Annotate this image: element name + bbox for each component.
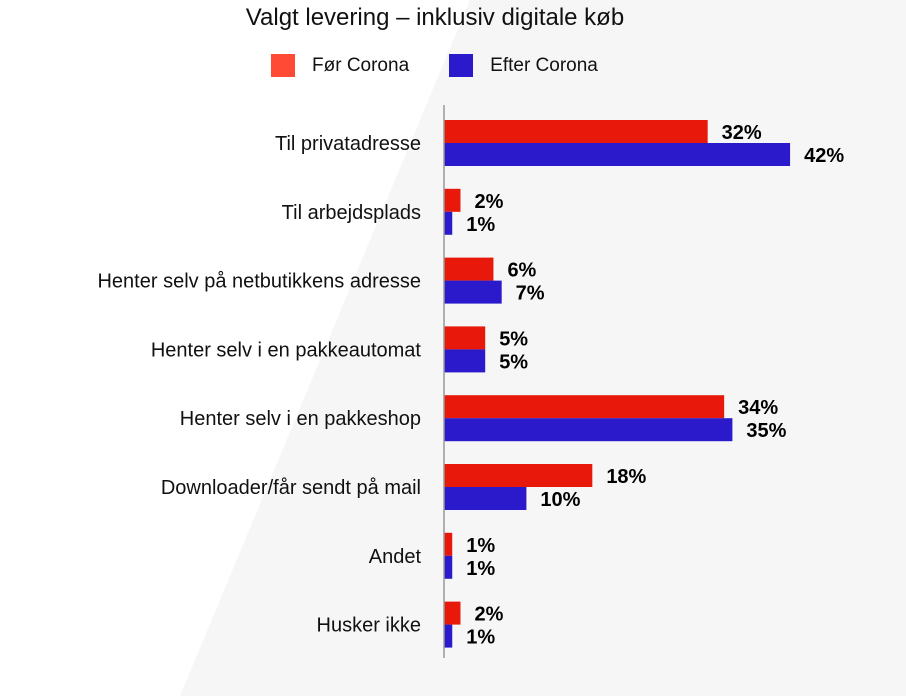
bar-after <box>444 555 453 579</box>
data-label: 5% <box>499 328 528 350</box>
category-label: Henter selv på netbutikkens adresse <box>97 271 421 293</box>
bar-after <box>444 487 527 510</box>
bar-after <box>444 349 486 373</box>
data-label: 42% <box>804 145 844 167</box>
data-label: 1% <box>466 627 495 649</box>
category-label: Til privatadresse <box>275 133 421 155</box>
chart-title: Valgt levering – inklusiv digitale køb <box>245 4 625 31</box>
data-label: 1% <box>466 558 495 580</box>
bar-after <box>444 280 502 304</box>
data-label: 1% <box>466 535 495 557</box>
bar-after <box>444 418 733 442</box>
bar-after <box>444 211 453 235</box>
legend: Før Corona Efter Corona <box>271 54 638 77</box>
data-label: 18% <box>606 466 646 488</box>
data-label: 32% <box>722 122 762 144</box>
legend-item-after: Efter Corona <box>449 54 598 77</box>
legend-label-after: Efter Corona <box>490 54 598 76</box>
data-label: 5% <box>499 351 528 373</box>
bar-before <box>444 464 593 487</box>
data-label: 34% <box>738 397 778 419</box>
data-label: 2% <box>474 604 503 626</box>
category-label: Henter selv i en pakkeshop <box>180 408 421 430</box>
category-label: Downloader/får sendt på mail <box>161 477 421 499</box>
data-label: 2% <box>474 191 503 213</box>
data-label: 7% <box>516 283 545 305</box>
data-label: 1% <box>466 214 495 236</box>
category-label: Til arbejdsplads <box>282 202 421 224</box>
legend-label-before: Før Corona <box>312 54 410 76</box>
data-label: 35% <box>746 420 786 442</box>
category-label: Husker ikke <box>317 615 421 637</box>
bar-before <box>444 257 494 281</box>
legend-item-before: Før Corona <box>271 54 409 77</box>
legend-swatch-after <box>449 54 474 77</box>
legend-swatch-before <box>271 54 295 77</box>
category-label: Henter selv i en pakkeautomat <box>151 339 422 361</box>
bar-before <box>444 188 461 212</box>
data-label: 10% <box>540 489 580 511</box>
data-label: 6% <box>507 260 536 282</box>
bar-before <box>444 326 486 350</box>
category-label: Andet <box>369 546 422 568</box>
bar-after <box>444 143 791 166</box>
bar-before <box>444 601 461 625</box>
bar-before <box>444 395 725 419</box>
bar-after <box>444 624 453 648</box>
bar-before <box>444 120 708 143</box>
bar-before <box>444 532 453 556</box>
